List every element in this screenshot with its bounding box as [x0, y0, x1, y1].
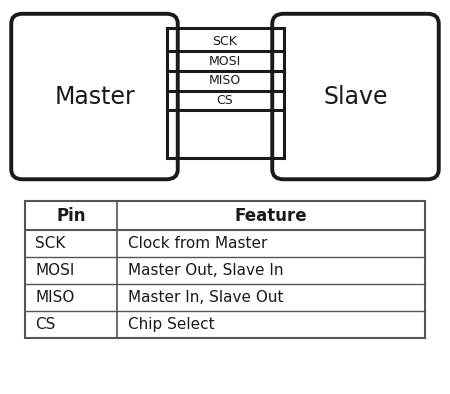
- Text: Master In, Slave Out: Master In, Slave Out: [128, 290, 284, 305]
- Text: SCK: SCK: [212, 35, 238, 48]
- Text: MISO: MISO: [35, 290, 74, 305]
- Text: Pin: Pin: [56, 207, 86, 225]
- Text: Clock from Master: Clock from Master: [128, 236, 268, 251]
- Text: MISO: MISO: [209, 74, 241, 87]
- Text: Chip Select: Chip Select: [128, 317, 215, 332]
- Text: MOSI: MOSI: [35, 263, 74, 278]
- Text: CS: CS: [35, 317, 55, 332]
- Text: Feature: Feature: [235, 207, 307, 225]
- FancyBboxPatch shape: [11, 14, 178, 179]
- Text: Master: Master: [54, 85, 135, 108]
- Bar: [25, 201, 425, 338]
- Text: Slave: Slave: [323, 85, 388, 108]
- FancyBboxPatch shape: [272, 14, 439, 179]
- Text: SCK: SCK: [35, 236, 66, 251]
- Text: Master Out, Slave In: Master Out, Slave In: [128, 263, 284, 278]
- Text: CS: CS: [216, 94, 234, 107]
- Text: MOSI: MOSI: [209, 55, 241, 67]
